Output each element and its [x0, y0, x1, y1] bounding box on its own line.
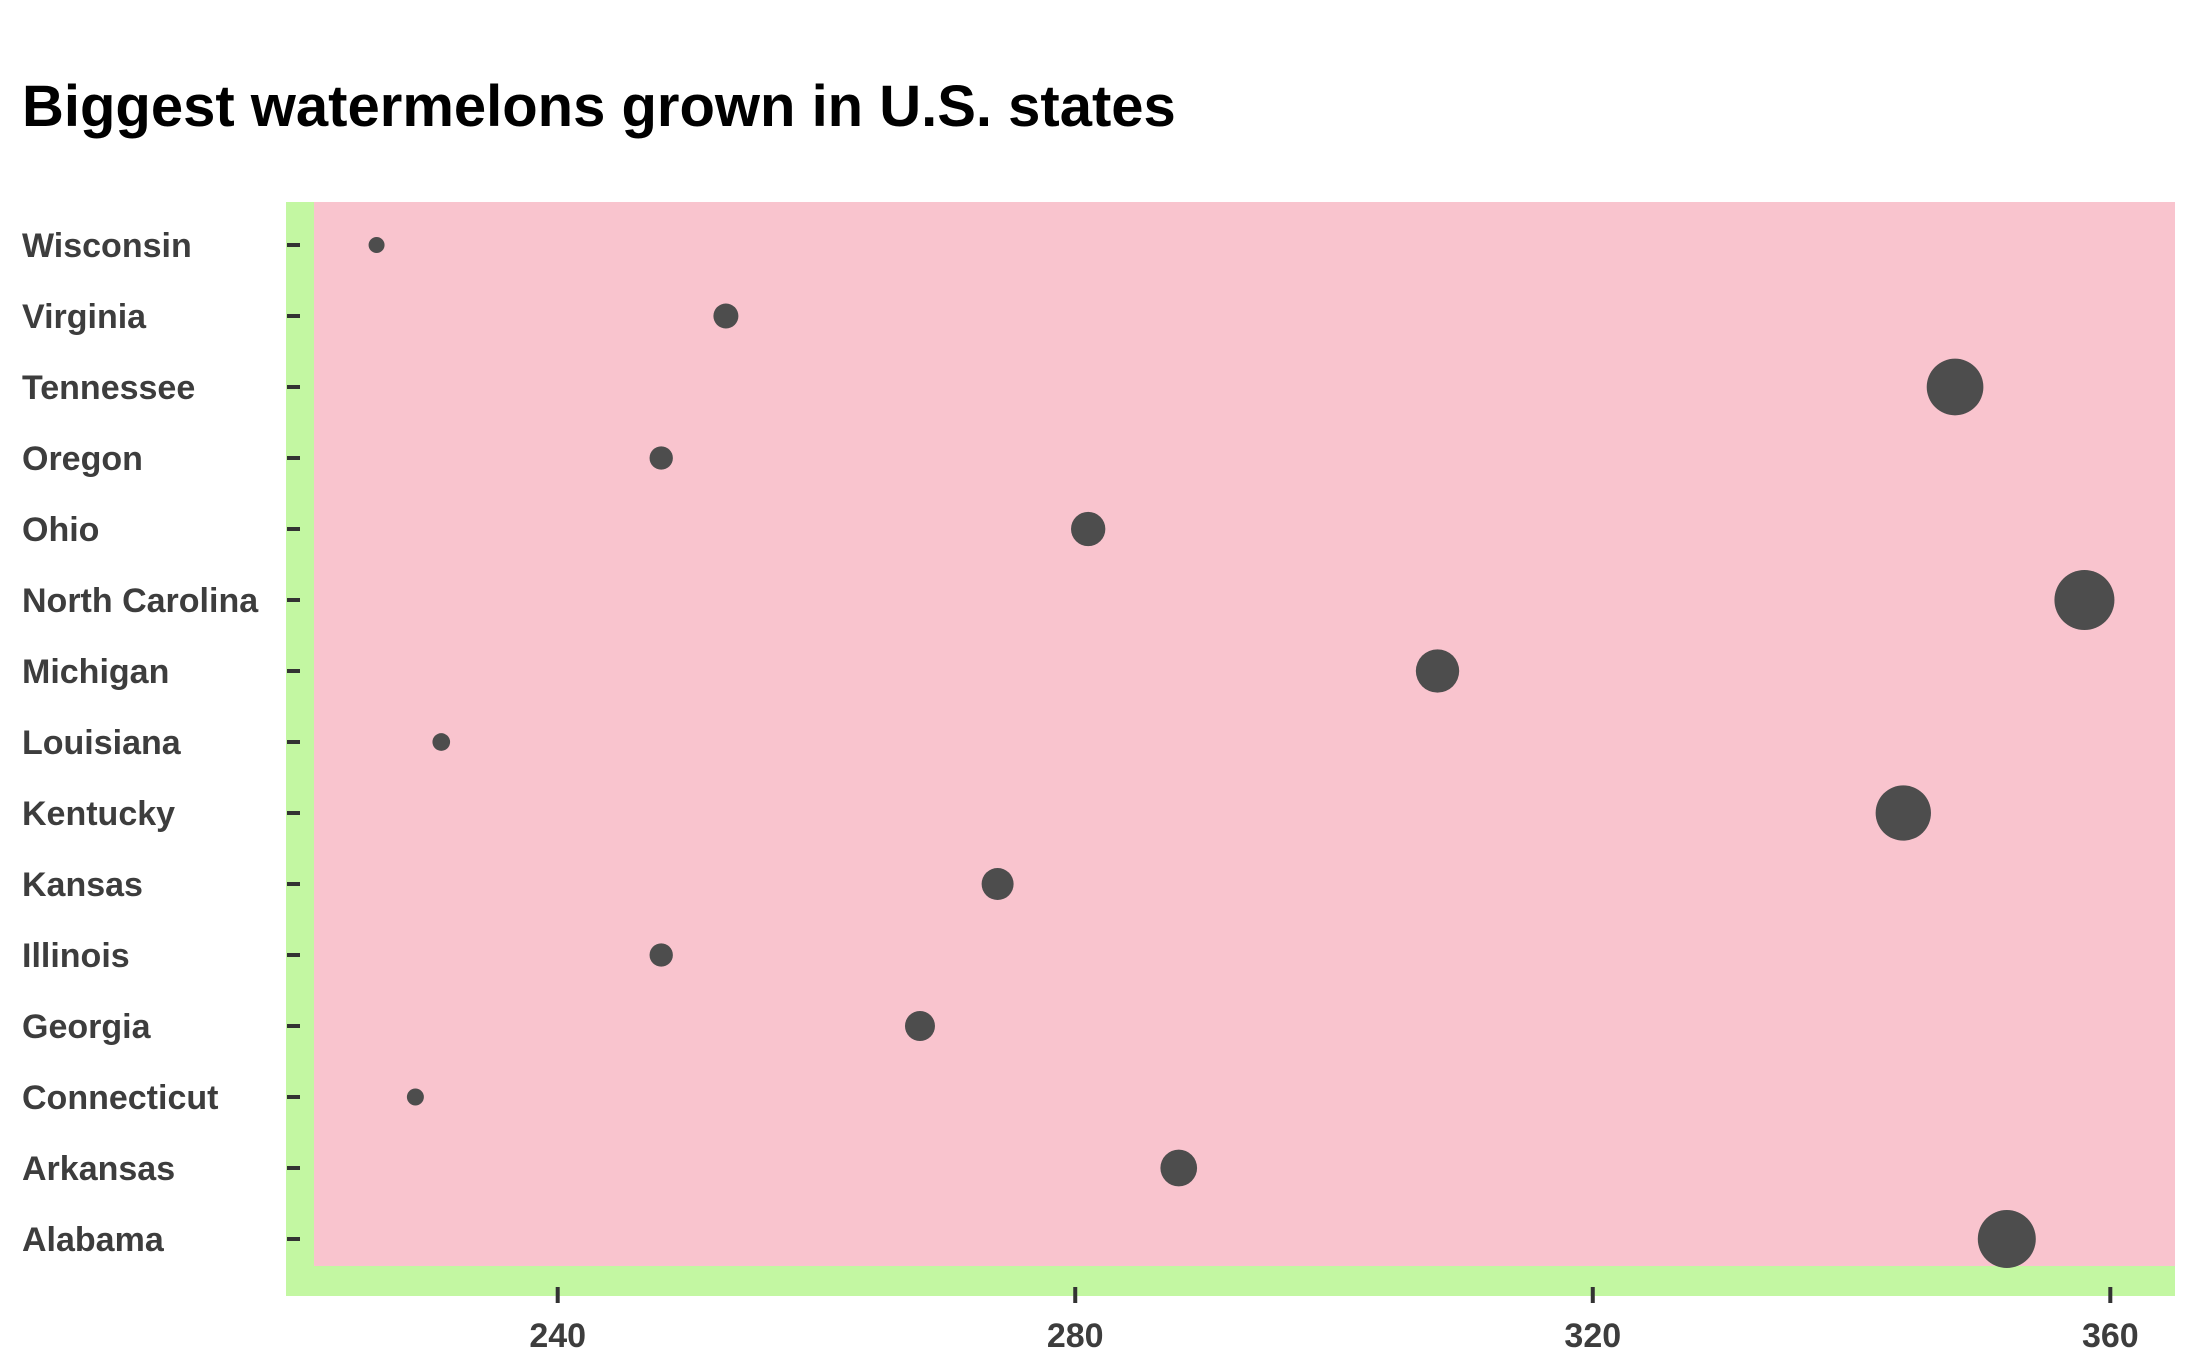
- point-wisconsin: [368, 237, 385, 253]
- y-axis: Alabama Arkansas Connecticut Georgia Illinoi…: [22, 227, 300, 1259]
- point-michigan: [1415, 649, 1460, 693]
- y-tick-label-illinois: Illinois: [22, 937, 130, 975]
- point-north-carolina: [2054, 570, 2115, 630]
- point-tennessee: [1926, 358, 1984, 416]
- point-louisiana: [432, 733, 451, 751]
- y-tick-label-wisconsin: Wisconsin: [22, 227, 192, 265]
- point-oregon: [649, 446, 673, 470]
- x-axis-band: [286, 1266, 2175, 1296]
- y-tick-label-connecticut: Connecticut: [22, 1079, 218, 1117]
- y-tick-label-ohio: Ohio: [22, 511, 99, 549]
- x-axis: 240 280 320 360: [529, 1287, 2139, 1351]
- data-points: [368, 237, 2115, 1268]
- point-alabama: [1977, 1210, 2036, 1268]
- y-tick-label-alabama: Alabama: [22, 1221, 165, 1259]
- y-tick-label-arkansas: Arkansas: [22, 1150, 175, 1188]
- point-virginia: [713, 303, 739, 329]
- point-kentucky: [1875, 785, 1931, 841]
- point-illinois: [649, 943, 673, 967]
- y-tick-label-tennessee: Tennessee: [22, 369, 195, 407]
- point-georgia: [904, 1011, 935, 1041]
- x-tick-label-280: 280: [1047, 1317, 1104, 1351]
- point-kansas: [981, 868, 1014, 900]
- point-arkansas: [1160, 1149, 1198, 1187]
- y-axis-band: [286, 202, 316, 1275]
- x-tick-label-360: 360: [2082, 1317, 2139, 1351]
- chart-title: Biggest watermelons grown in U.S. states: [22, 74, 1176, 139]
- y-tick-label-louisiana: Louisiana: [22, 724, 182, 762]
- y-tick-label-georgia: Georgia: [22, 1008, 152, 1046]
- y-tick-label-kentucky: Kentucky: [22, 795, 175, 833]
- point-ohio: [1071, 511, 1106, 547]
- point-connecticut: [406, 1088, 424, 1106]
- y-tick-label-north-carolina: North Carolina: [22, 582, 259, 620]
- y-tick-label-oregon: Oregon: [22, 440, 143, 478]
- x-tick-label-240: 240: [529, 1317, 586, 1351]
- y-tick-label-kansas: Kansas: [22, 866, 143, 904]
- x-tick-label-320: 320: [1564, 1317, 1621, 1351]
- y-tick-label-michigan: Michigan: [22, 653, 169, 691]
- y-tick-label-virginia: Virginia: [22, 298, 147, 336]
- plot-panel: [314, 202, 2175, 1266]
